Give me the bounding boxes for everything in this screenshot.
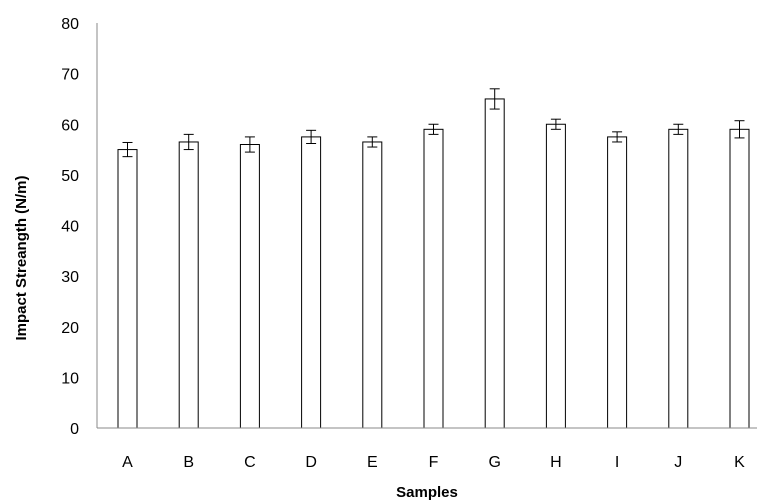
bar-C (239, 144, 260, 429)
axes-group (96, 23, 757, 429)
y-tick-label: 50 (61, 168, 79, 185)
error-bar-E (367, 136, 378, 148)
y-tick-label: 0 (70, 421, 79, 438)
bars-group (117, 98, 750, 429)
error-bar-I (612, 131, 623, 143)
x-tick-label-F: F (429, 454, 439, 471)
y-tick-label: 10 (61, 370, 79, 387)
x-tick-label-D: D (305, 454, 317, 471)
error-bar-C (244, 136, 255, 153)
bar-I (607, 136, 628, 429)
y-tick-label: 30 (61, 269, 79, 286)
error-bar-H (550, 118, 561, 130)
x-axis-title: Samples (396, 484, 458, 500)
bar-D (301, 136, 322, 429)
x-tick-labels: A B C D E F G H I J K (122, 454, 745, 471)
bar-A (117, 149, 138, 429)
bar-G (484, 98, 505, 429)
x-tick-label-A: A (122, 454, 133, 471)
x-tick-label-C: C (244, 454, 256, 471)
bar-F (423, 128, 444, 429)
error-bar-D (306, 129, 317, 144)
error-bar-F (428, 123, 439, 135)
error-bar-A (122, 141, 133, 158)
error-bar-J (673, 123, 684, 135)
x-tick-label-B: B (183, 454, 194, 471)
x-tick-label-E: E (367, 454, 378, 471)
bar-J (668, 128, 689, 429)
error-bar-G (489, 88, 500, 110)
error-bar-B (183, 133, 194, 151)
y-tick-labels: 0 10 20 30 40 50 60 70 80 (61, 16, 79, 438)
x-tick-label-G: G (488, 454, 500, 471)
y-tick-label: 80 (61, 16, 79, 33)
x-tick-label-K: K (734, 454, 745, 471)
y-tick-label: 70 (61, 67, 79, 84)
x-tick-label-I: I (615, 454, 619, 471)
bar-H (545, 123, 566, 429)
y-tick-label: 20 (61, 320, 79, 337)
y-axis-title: Impact Streangth (N/m) (13, 175, 30, 340)
x-tick-label-H: H (550, 454, 562, 471)
x-tick-label-J: J (674, 454, 682, 471)
bar-B (178, 141, 199, 429)
error-bar-K (734, 120, 745, 139)
y-tick-label: 40 (61, 219, 79, 236)
y-tick-label: 60 (61, 117, 79, 134)
bar-E (362, 141, 383, 429)
error-bars-group (122, 88, 745, 158)
bar-K (729, 128, 750, 429)
